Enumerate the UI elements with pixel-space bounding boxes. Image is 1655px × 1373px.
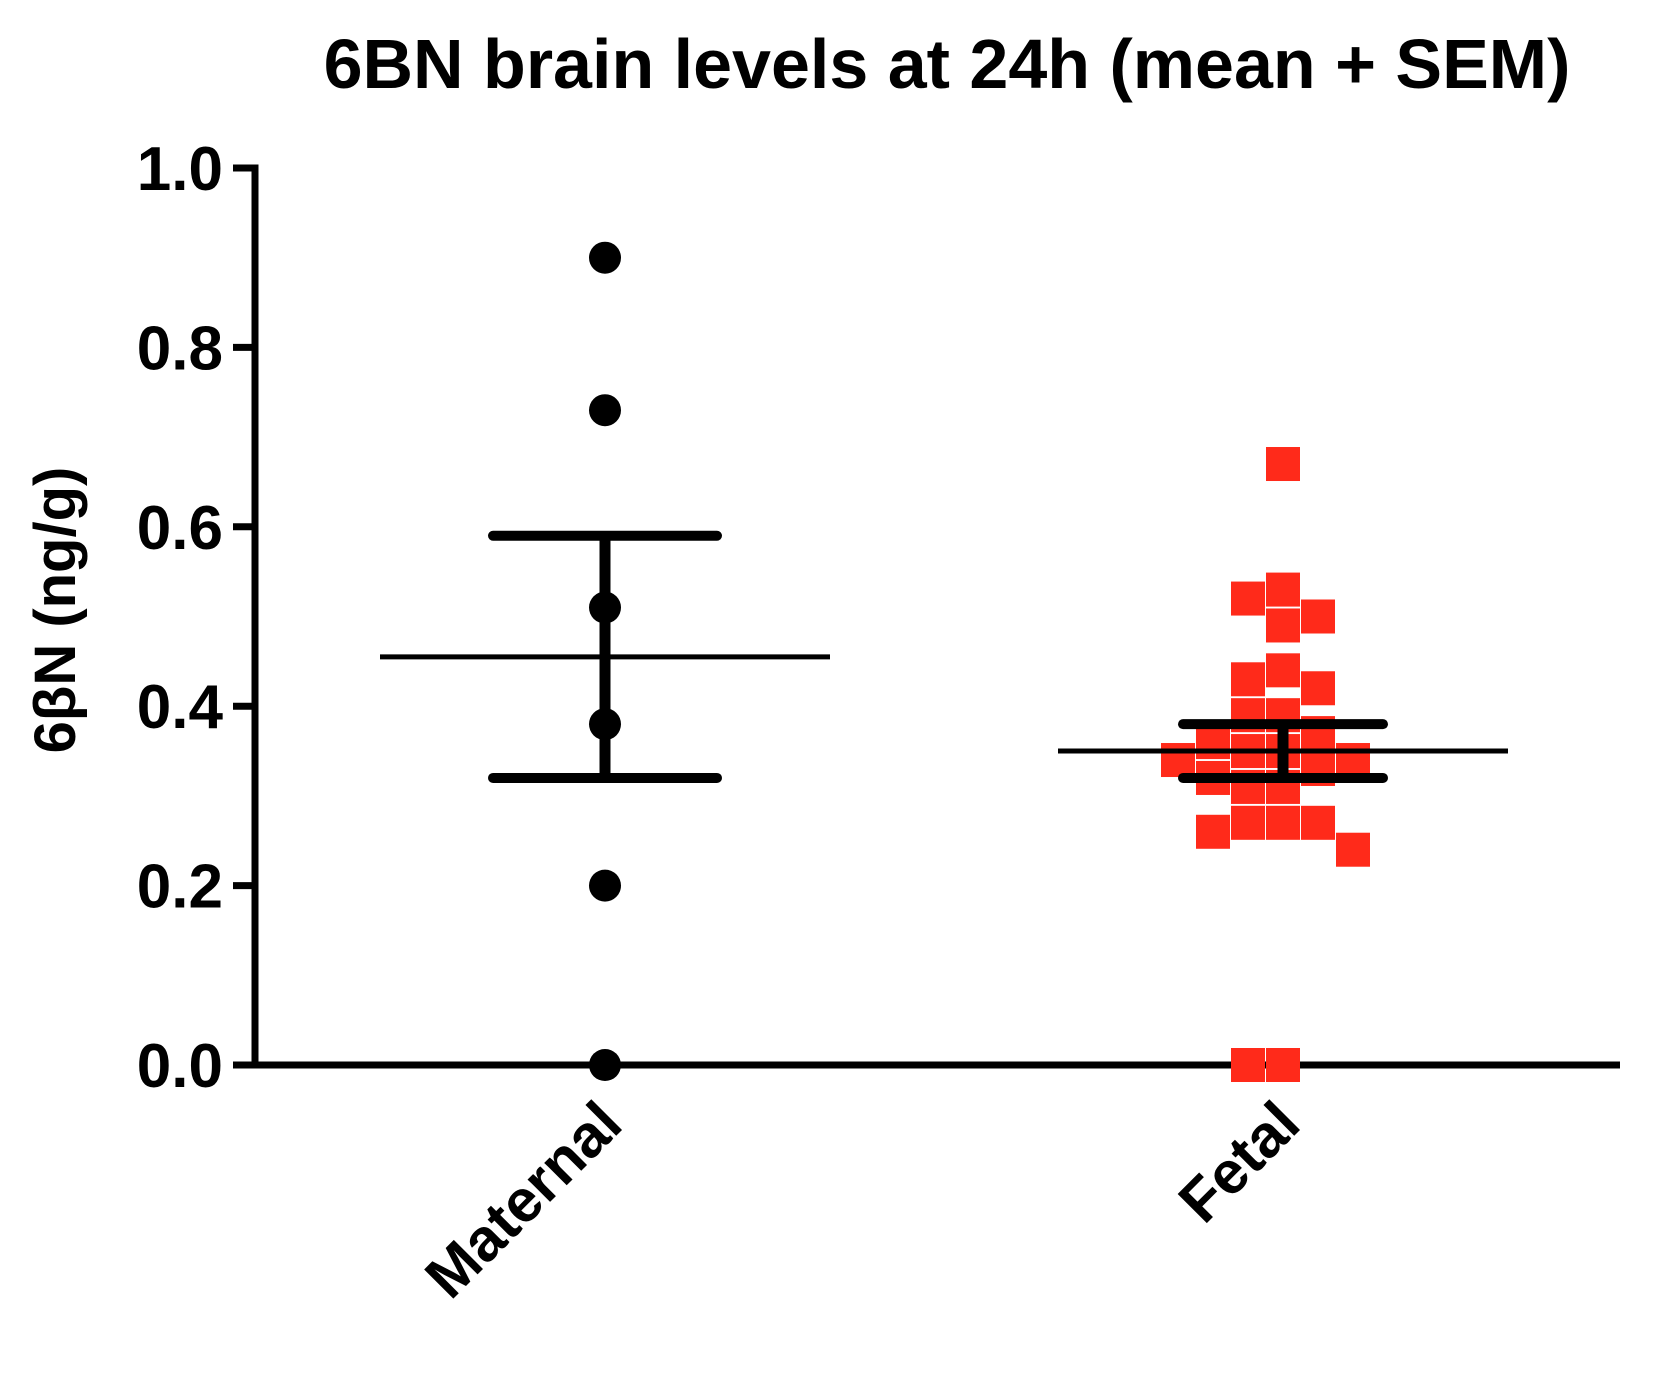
y-tick-label: 1.0 [137,135,223,204]
x-category-label: Maternal [412,1089,634,1311]
maternal-data-point [589,394,621,427]
chart-title: 6BN brain levels at 24h (mean + SEM) [324,25,1571,103]
maternal-data-point [589,869,621,902]
fetal-data-point [1231,1048,1265,1082]
fetal-data-point [1266,447,1300,482]
fetal-data-point [1266,608,1300,643]
x-axis-category-labels: Maternal Fetal [412,1089,1312,1311]
y-tick-label: 0.0 [137,1032,223,1101]
y-tick-label: 0.8 [137,314,223,383]
fetal-data-point [1196,725,1230,760]
fetal-data-point [1231,805,1265,840]
mean-sem-bars [380,530,1508,783]
maternal-data-point [589,241,621,274]
fetal-data-point [1231,581,1265,616]
fetal-data-point [1336,743,1370,778]
fetal-data-point [1266,653,1300,688]
fetal-data-point [1161,743,1195,778]
fetal-data-point [1301,671,1335,706]
x-category-label: Fetal [1166,1089,1312,1235]
fetal-data-point [1301,599,1335,634]
data-points [589,241,1370,1082]
fetal-data-point [1196,814,1230,849]
fetal-data-point [1336,832,1370,867]
maternal-data-point [589,1049,621,1081]
fetal-data-point [1301,805,1335,840]
y-axis-ticks: 0.0 0.2 0.4 0.6 0.8 1.0 [137,135,255,1101]
fetal-data-point [1266,805,1300,840]
fetal-data-point [1266,1048,1300,1082]
y-axis-label: 6βN (ng/g) [23,467,88,754]
y-tick-label: 0.4 [137,673,224,742]
fetal-data-point [1231,662,1265,697]
y-tick-label: 0.2 [137,853,223,922]
y-tick-label: 0.6 [137,494,223,563]
fetal-data-point [1266,572,1300,607]
